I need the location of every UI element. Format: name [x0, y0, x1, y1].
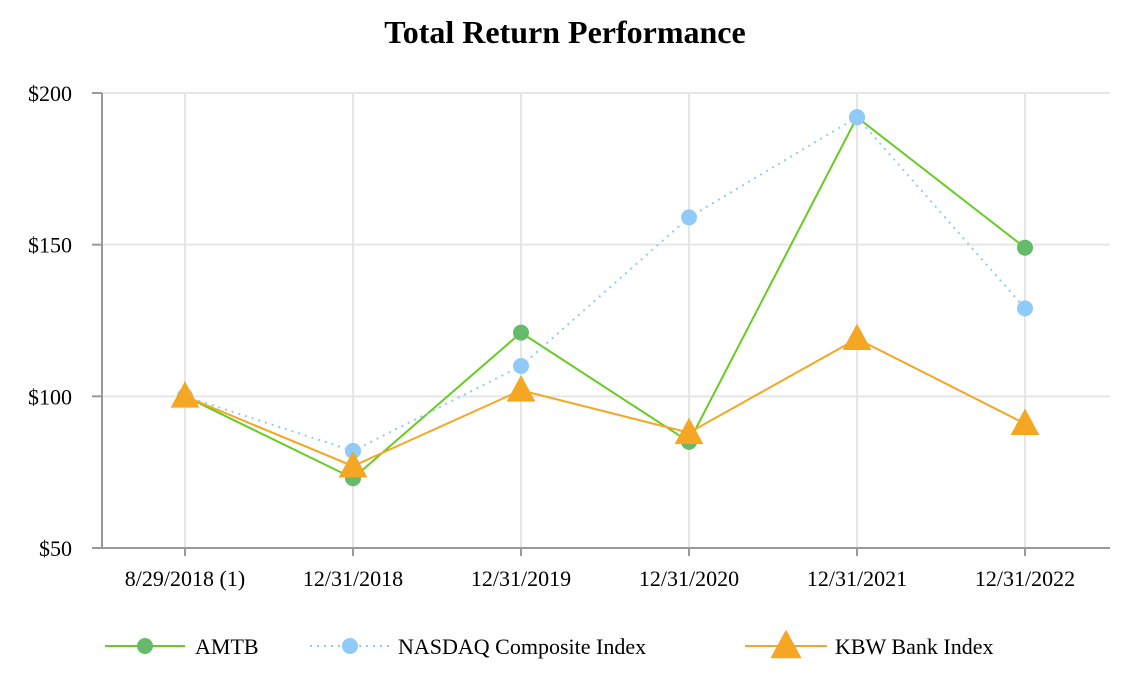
- series-line-nasdaq-composite-index: [184, 115, 1026, 453]
- legend: AMTB NASDAQ Composite Index KBW Bank Index: [105, 629, 993, 659]
- data-point-nasdaq-composite-index: [849, 109, 865, 126]
- legend-item-amtb: AMTB: [105, 634, 259, 659]
- series-layer: [170, 109, 1040, 487]
- legend-item-kbw-bank-index: KBW Bank Index: [745, 629, 993, 659]
- series-nasdaq-composite-index: [177, 109, 1033, 459]
- x-tick-label: 12/31/2018: [303, 566, 403, 591]
- data-point-nasdaq-composite-index: [513, 358, 529, 374]
- x-tick-label: 12/31/2020: [639, 566, 739, 591]
- data-point-nasdaq-composite-index: [681, 209, 697, 226]
- y-tick-label: $150: [28, 233, 72, 258]
- legend-label: NASDAQ Composite Index: [398, 634, 646, 659]
- data-point-nasdaq-composite-index: [1017, 300, 1033, 317]
- data-point-kbw-bank-index: [170, 381, 200, 408]
- grid-layer: [102, 92, 1110, 548]
- chart-title: Total Return Performance: [384, 14, 746, 50]
- axis-layer: $50 $100 $150 $200 8/29/2018 (1) 12/31/2018 12…: [28, 81, 1110, 591]
- series-line-amtb: [184, 115, 1026, 480]
- x-tick-label: 8/29/2018 (1): [125, 566, 245, 591]
- legend-swatch-marker: [137, 638, 153, 654]
- data-point-kbw-bank-index: [1010, 408, 1040, 435]
- legend-swatch-marker: [342, 638, 358, 654]
- data-point-kbw-bank-index: [674, 417, 704, 445]
- x-tick-label: 12/31/2022: [975, 566, 1075, 591]
- legend-label: KBW Bank Index: [835, 634, 993, 659]
- data-point-kbw-bank-index: [338, 450, 368, 478]
- y-tick-label: $200: [28, 81, 72, 106]
- data-point-amtb: [1017, 239, 1033, 256]
- data-point-nasdaq-composite-index: [345, 442, 361, 459]
- series-amtb: [177, 109, 1033, 487]
- x-tick-label: 12/31/2021: [807, 566, 907, 591]
- legend-label: AMTB: [195, 634, 259, 659]
- data-point-amtb: [513, 324, 529, 341]
- x-tick-label: 12/31/2019: [471, 566, 571, 591]
- legend-swatch-marker: [770, 629, 802, 659]
- data-point-kbw-bank-index: [506, 375, 536, 402]
- series-kbw-bank-index: [170, 323, 1040, 478]
- legend-item-nasdaq-composite-index: NASDAQ Composite Index: [310, 634, 646, 659]
- y-tick-label: $50: [39, 536, 72, 561]
- series-line-kbw-bank-index: [184, 337, 1026, 468]
- y-tick-label: $100: [28, 384, 72, 409]
- data-point-kbw-bank-index: [842, 323, 872, 351]
